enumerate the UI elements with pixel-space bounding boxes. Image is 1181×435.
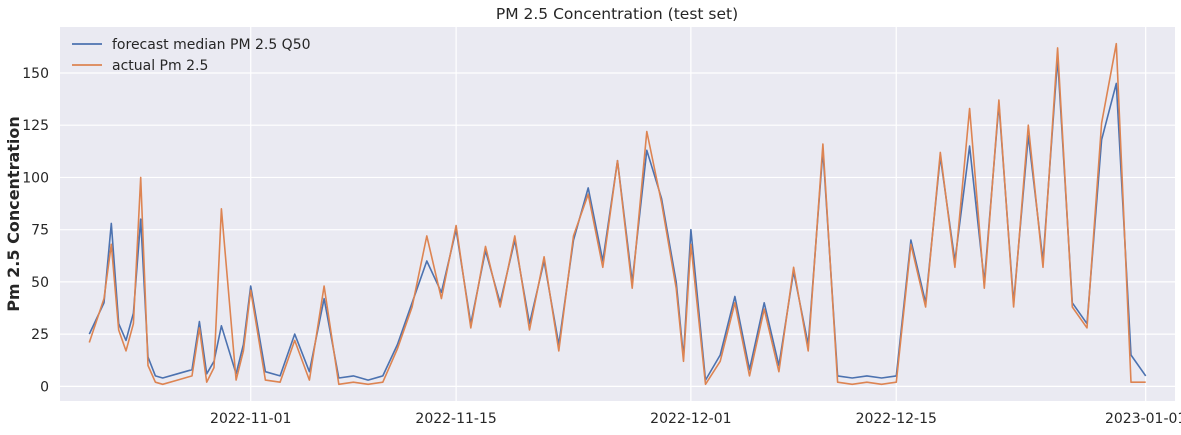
- y-axis-label: Pm 2.5 Concentration: [4, 116, 23, 312]
- x-tick-label: 2022-11-15: [415, 411, 496, 427]
- y-tick-label: 125: [22, 118, 49, 134]
- y-tick-label: 100: [22, 170, 49, 186]
- x-tick-label: 2022-11-01: [210, 411, 291, 427]
- y-tick-label: 0: [40, 379, 49, 395]
- legend-label: forecast median PM 2.5 Q50: [112, 37, 311, 53]
- series-layer: [88, 42, 1147, 386]
- x-tick-label: 2022-12-01: [650, 411, 731, 427]
- legend-label: actual Pm 2.5: [112, 58, 208, 74]
- y-tick-label: 25: [31, 327, 49, 343]
- chart-title: PM 2.5 Concentration (test set): [496, 5, 738, 23]
- y-tick-label: 50: [31, 275, 49, 291]
- x-tick-label: 2022-12-15: [856, 411, 937, 427]
- grid: [60, 27, 1175, 401]
- x-tick-label: 2023-01-01: [1105, 411, 1181, 427]
- x-axis-ticks: 2022-11-01 2022-11-15 2022-12-01 2022-12-15…: [210, 411, 1181, 427]
- series-line-2: [88, 42, 1146, 386]
- y-tick-label: 150: [22, 66, 49, 82]
- legend: forecast median PM 2.5 Q50 actual Pm 2.5: [72, 37, 311, 74]
- y-tick-label: 75: [31, 223, 49, 239]
- y-axis-ticks: 0 25 50 75 100 125 150: [22, 66, 49, 395]
